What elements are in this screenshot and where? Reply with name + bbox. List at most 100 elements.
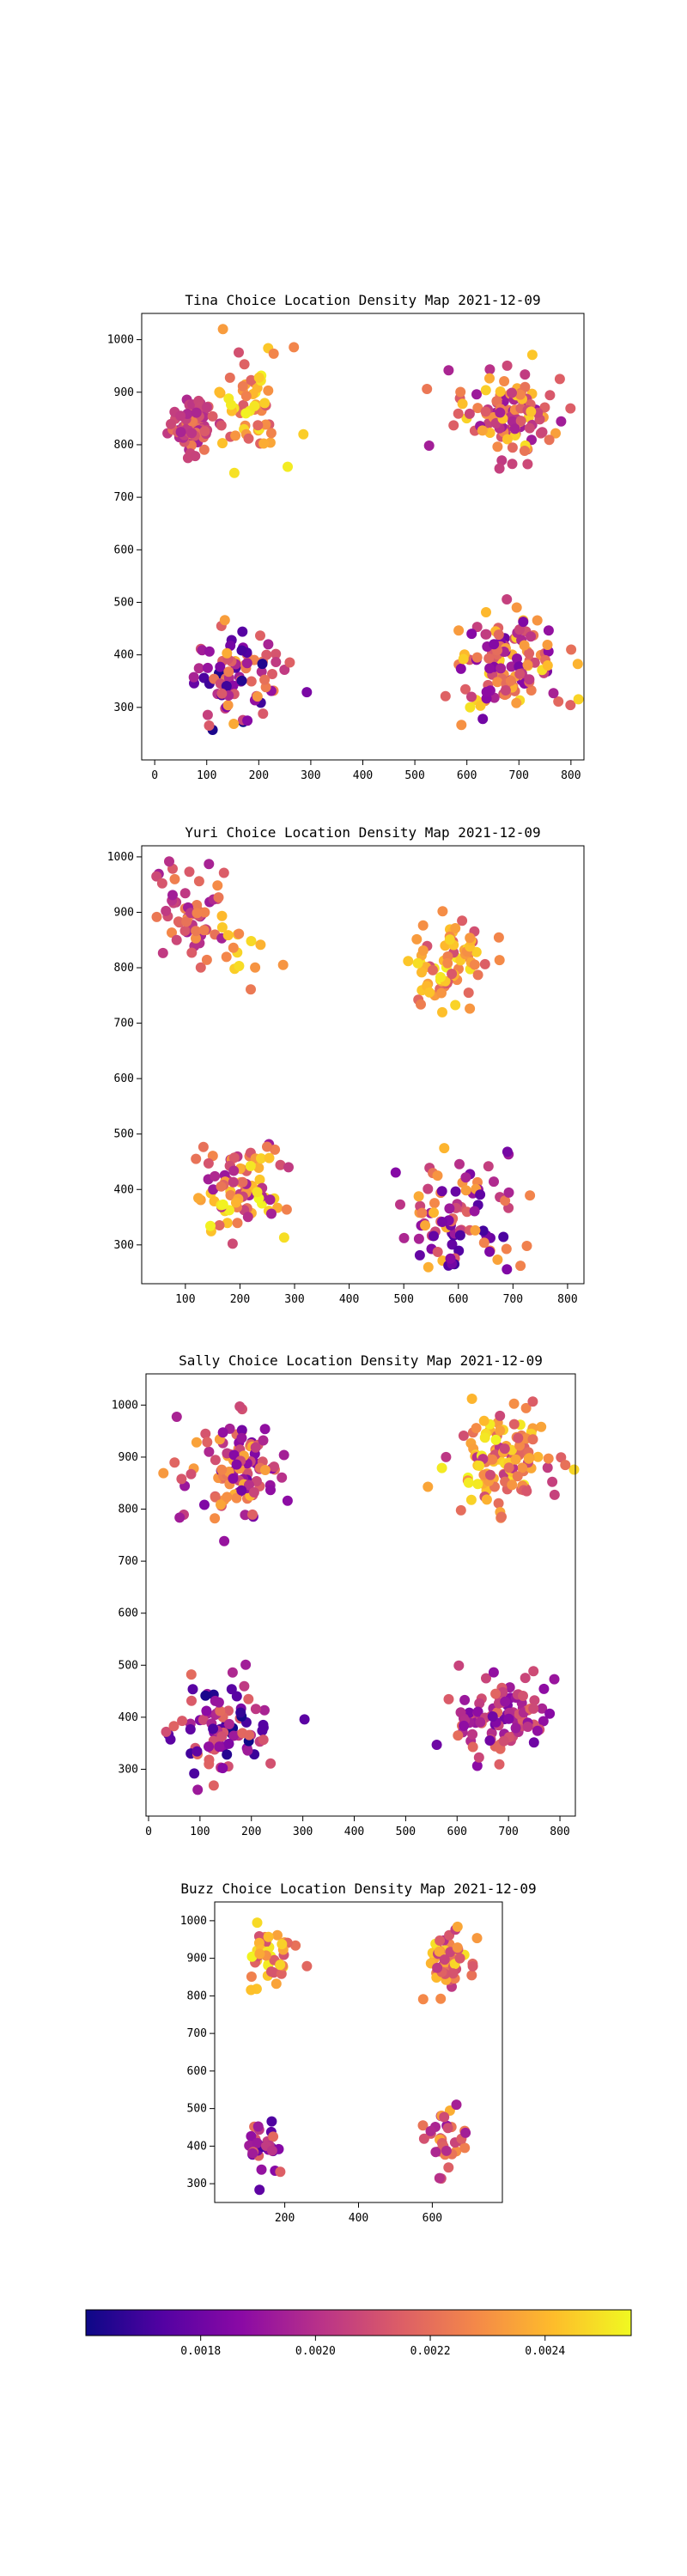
scatter-point [566,644,577,655]
scatter-point [520,1402,532,1413]
scatter-point [472,1706,483,1717]
scatter-point [234,928,245,939]
scatter-point [507,459,518,470]
scatter-point [175,427,186,438]
scatter-point [235,1707,246,1718]
scatter-point [538,1683,550,1694]
x-tick-label: 200 [249,769,269,782]
scatter-point [465,933,476,944]
scatter-point [505,675,516,686]
scatter-point [230,1197,241,1208]
scatter-point [461,1206,472,1218]
scatter-point [216,1464,228,1475]
scatter-point [502,434,513,445]
scatter-point [524,674,535,685]
scatter-point [458,653,469,665]
scatter-point [191,1437,202,1448]
scatter-point [177,1716,188,1727]
scatter-point [521,1241,532,1251]
scatter-point [499,376,510,386]
scatter-point [459,2142,471,2154]
scatter-point [179,888,191,899]
scatter-point [202,709,213,720]
scatter-point [424,987,435,998]
scatter-point [514,624,525,635]
scatter-point [514,389,526,400]
scatter-point [195,962,206,973]
scatter-point [246,374,257,386]
scatter-point [452,1921,463,1932]
scatter-point [481,1494,492,1505]
scatter-point [420,1220,431,1231]
scatter-point [161,905,172,916]
scatter-point [556,1452,567,1463]
y-tick-label: 600 [119,1607,138,1620]
scatter-point [258,438,270,449]
scatter-point [492,441,503,453]
scatter-point [471,1423,482,1434]
y-tick-label: 300 [114,702,134,714]
x-tick-label: 100 [197,769,216,782]
scatter-point [231,1691,242,1702]
scatter-point [240,1510,251,1521]
scatter-point [423,440,435,451]
scatter-point [480,406,491,417]
scatter-point [526,349,538,361]
scatter-point [455,663,466,674]
scatter-point [510,1722,521,1734]
scatter-point [301,1960,313,1971]
scatter-point [496,455,508,466]
scatter-point [213,1697,224,1708]
scatter-point [200,1690,211,1701]
scatter-point [216,1499,226,1510]
scatter-points [244,1917,483,2196]
scatter-point [236,1425,247,1436]
x-tick-label: 200 [275,2212,295,2225]
x-tick-label: 700 [509,769,529,782]
scatter-point [465,1003,476,1014]
scatter-point [434,2172,445,2184]
scatter-point [167,890,178,901]
scatter-point [214,1741,225,1753]
scatter-point [483,653,495,664]
scatter-point [543,625,554,636]
x-tick-label: 400 [349,2212,368,2225]
scatter-point [455,386,466,398]
scatter-point [518,1691,528,1701]
scatter-point [544,1708,556,1719]
scatter-point [222,700,234,711]
scatter-point [549,1674,560,1685]
scatter-point [450,1186,461,1197]
scatter-point [227,1667,238,1678]
scatter-point [532,1451,544,1462]
scatter-point [228,1473,239,1484]
scatter-point [272,1929,283,1941]
scatter-point [240,408,252,419]
scatter-point [485,1469,495,1480]
scatter-point [436,1462,447,1473]
scatter-point [470,1224,481,1236]
scatter-point [469,1206,480,1217]
scatter-point [174,1512,185,1523]
scatter-point [473,1752,484,1763]
scatter-point [204,646,215,657]
scatter-point [502,1264,513,1275]
scatter-point [254,1174,265,1185]
scatter-point [265,428,277,439]
scatter-point [222,1218,233,1229]
scatter-point [435,1935,446,1946]
scatter-point [417,920,429,931]
y-tick-label: 800 [187,1990,207,2002]
scatter-point [277,1472,288,1483]
scatter-point [445,1253,456,1264]
scatter-point [237,626,248,637]
x-tick-label: 800 [550,1826,569,1838]
scatter-point [512,1471,523,1482]
y-tick-label: 700 [114,491,134,504]
scatter-point [221,951,232,963]
scatter-point [475,1716,486,1728]
scatter-point [222,1492,233,1503]
scatter-point [436,987,447,999]
scatter-point [481,629,492,640]
scatter-point [189,1768,200,1779]
